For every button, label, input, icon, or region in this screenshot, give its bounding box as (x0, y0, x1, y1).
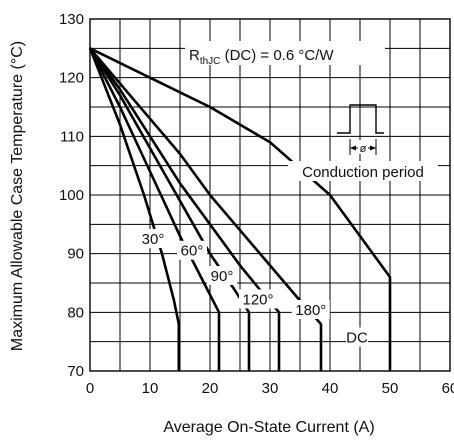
plot-frame (89, 18, 451, 372)
series-line-30 (88, 47, 181, 371)
y-tick-label: 130 (59, 11, 84, 28)
rthjc-label-bg (185, 41, 385, 65)
x-tick-label: 30 (262, 380, 279, 397)
x-tick-label: 0 (86, 380, 94, 397)
y-tick-label: 80 (67, 304, 84, 321)
y-tick-label: 70 (67, 363, 84, 380)
series-label: 180° (295, 302, 326, 319)
series-line-DC (89, 47, 392, 371)
x-tick-label: 50 (382, 380, 399, 397)
conduction-label-bg (288, 161, 438, 181)
x-tick-label: 60 (442, 380, 454, 397)
y-tick-label: 120 (59, 70, 84, 87)
y-axis-label: Maximum Allowable Case Temperature (°C) (9, 41, 26, 351)
inset-arrow-right (370, 145, 376, 151)
series-label-bg (346, 327, 368, 347)
y-tick-label: 110 (60, 128, 84, 145)
rthjc-subscript: thJC (200, 56, 221, 67)
x-tick-label: 10 (142, 380, 159, 397)
series-label: 120° (242, 291, 273, 308)
series-label-bg (138, 229, 168, 248)
series-label-bg (239, 289, 277, 309)
rthjc-suffix: (DC) = 0.6 °C/W (220, 47, 334, 64)
inset-arrow-left (350, 145, 356, 151)
y-tick-label: 100 (59, 187, 84, 204)
rthjc-prefix: R (189, 47, 200, 64)
series-label: 90° (211, 268, 234, 285)
x-axis-label: Average On-State Current (A) (163, 419, 374, 436)
series-label: DC (346, 330, 368, 347)
axis-layer: 0 10 20 30 40 50 60 70 80 90 100 110 120 130 (59, 11, 454, 397)
series-label-bg (207, 265, 237, 285)
inset-symbol-bg (358, 140, 368, 154)
series-label-bg (177, 240, 207, 260)
series-label-bg (291, 299, 330, 319)
inset-symbol: ø (360, 143, 367, 155)
y-tick-label: 90 (67, 246, 84, 263)
conduction-period-inset: ø (337, 104, 384, 155)
series-label: 60° (181, 243, 204, 260)
conduction-period-label: Conduction period (302, 164, 424, 181)
series-label-layer: 30° 60° 90° 120° 180° DC (138, 229, 368, 347)
x-tick-label: 20 (202, 380, 219, 397)
inset-pulse (337, 104, 384, 134)
series-label: 30° (142, 231, 165, 248)
rthjc-label: RthJC (DC) = 0.6 °C/W (189, 47, 334, 67)
series-line-60 (88, 47, 221, 371)
x-tick-label: 40 (322, 380, 339, 397)
